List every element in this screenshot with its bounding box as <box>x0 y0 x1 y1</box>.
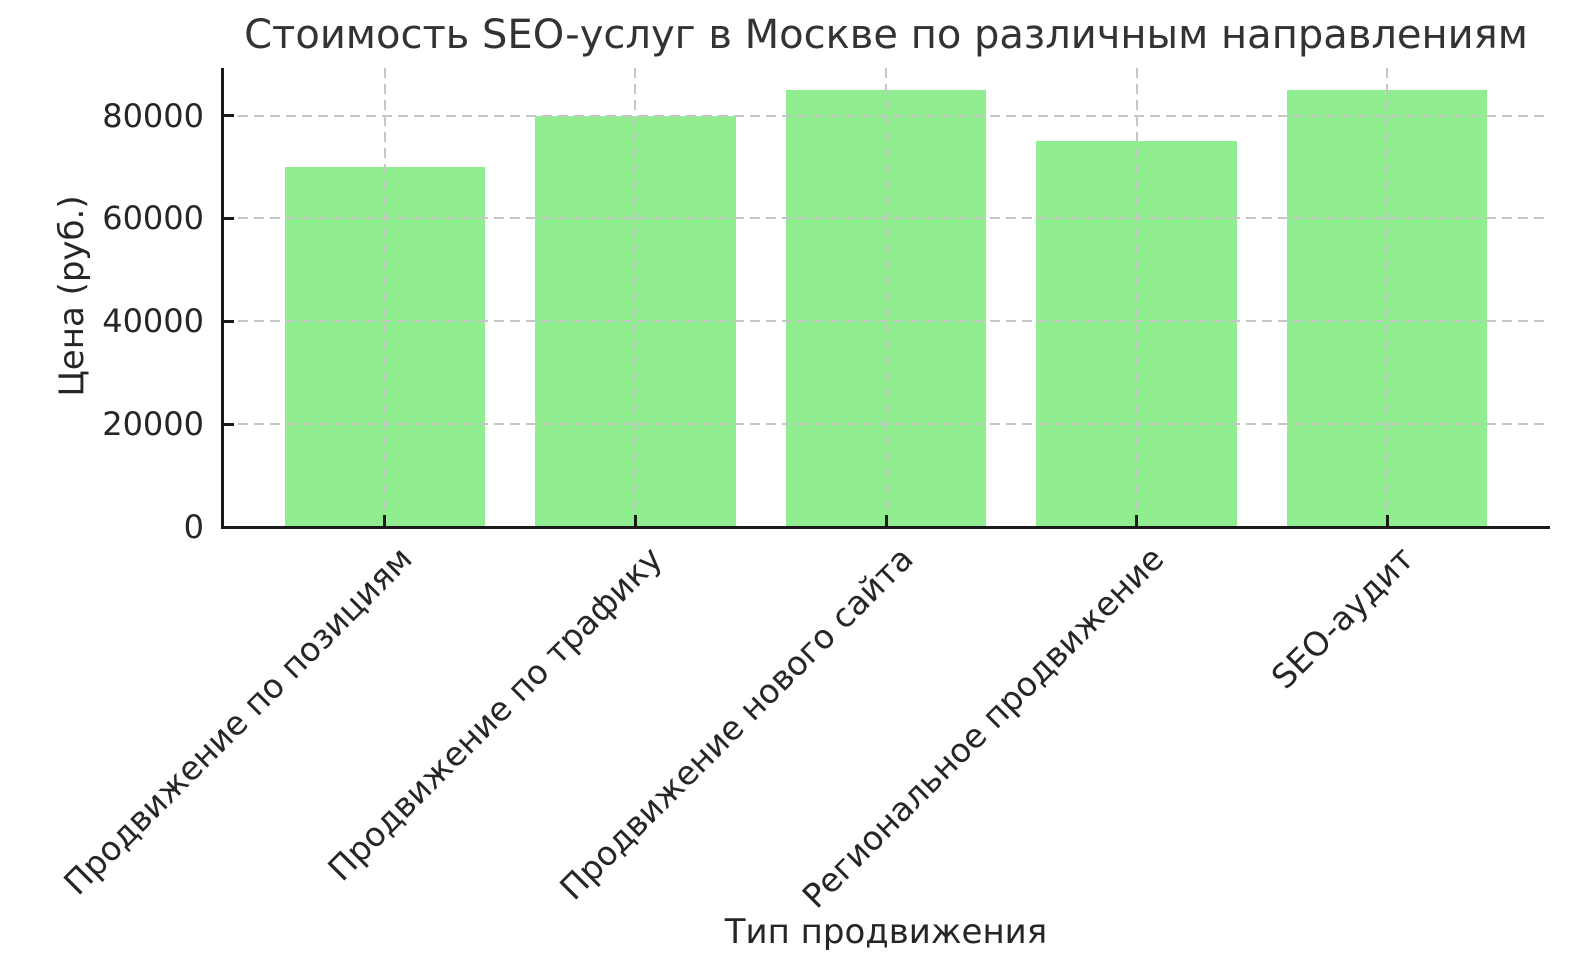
gridline-vertical <box>383 68 386 527</box>
y-tick-label: 0 <box>183 508 204 546</box>
gridline-vertical <box>634 68 637 527</box>
chart-title: Стоимость SEO-услуг в Москве по различны… <box>244 12 1528 58</box>
gridline-vertical <box>1135 68 1138 527</box>
x-axis-label: Тип продвижения <box>724 912 1048 952</box>
y-axis-tick <box>222 216 234 220</box>
y-axis-tick <box>222 422 234 426</box>
y-tick-label: 60000 <box>102 199 204 238</box>
x-axis-tick <box>383 515 387 527</box>
x-tick-label: SEO-аудит <box>1264 538 1422 697</box>
plot-area <box>220 68 1550 529</box>
y-tick-label: 80000 <box>102 96 204 135</box>
x-axis-spine <box>220 525 1550 529</box>
y-axis-tick <box>222 114 234 118</box>
y-tick-label: 20000 <box>102 405 204 444</box>
y-axis-spine <box>220 68 224 529</box>
gridline-vertical <box>1386 68 1389 527</box>
y-tick-label: 40000 <box>102 302 204 341</box>
x-axis-tick <box>884 515 888 527</box>
y-axis-tick <box>222 319 234 323</box>
x-axis-tick <box>1385 515 1389 527</box>
x-axis-tick <box>633 515 637 527</box>
y-axis-tick <box>222 525 234 529</box>
x-axis-tick <box>1135 515 1139 527</box>
gridline-vertical <box>885 68 887 527</box>
